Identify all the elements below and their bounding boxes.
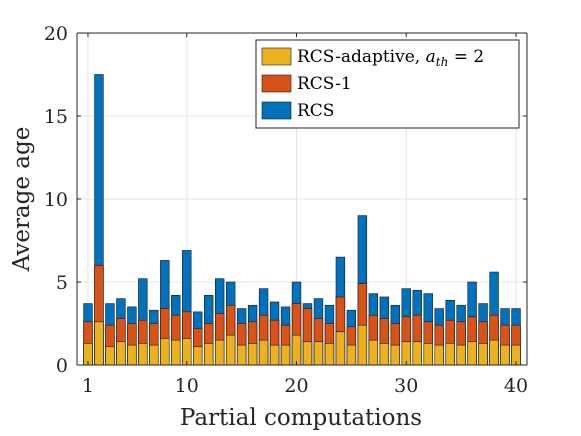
y-tick-label: 5 bbox=[56, 272, 68, 294]
bar-rcs-adaptive bbox=[379, 343, 390, 366]
legend-box bbox=[255, 39, 520, 129]
bar-rcs-adaptive bbox=[160, 338, 170, 366]
bar-rcs-adaptive bbox=[171, 339, 181, 366]
bar-rcs-adaptive bbox=[423, 343, 433, 366]
bar-rcs-adaptive bbox=[138, 343, 148, 366]
bar-rcs-adaptive bbox=[500, 344, 510, 366]
bar-rcs-adaptive bbox=[357, 324, 368, 366]
bar-rcs-adaptive bbox=[214, 339, 225, 366]
x-axis-label: Partial computations bbox=[180, 405, 422, 431]
bar-rcs-adaptive bbox=[313, 341, 324, 366]
bar-rcs-adaptive bbox=[302, 341, 313, 366]
bar-rcs-adaptive bbox=[94, 321, 104, 366]
bar-rcs-adaptive bbox=[116, 341, 126, 366]
x-tick-label: 20 bbox=[284, 375, 308, 397]
bar-rcs-adaptive bbox=[346, 344, 357, 366]
bar-rcs-adaptive bbox=[335, 331, 346, 366]
bar-rcs-adaptive bbox=[127, 344, 137, 366]
ticks: 1 10 20 30 40 0 5 10 15 20 bbox=[44, 23, 528, 397]
bars bbox=[83, 74, 521, 366]
legend-swatch bbox=[261, 47, 292, 66]
legend-swatch bbox=[261, 74, 292, 93]
legend-label: RCS-adaptive, ath = 2 bbox=[297, 47, 484, 69]
legend-label: RCS bbox=[297, 101, 334, 121]
bar-rcs-adaptive bbox=[258, 339, 269, 366]
x-tick-label: 40 bbox=[504, 375, 528, 397]
bar-rcs-adaptive bbox=[149, 344, 159, 366]
bar-rcs-adaptive bbox=[478, 343, 488, 366]
bar-rcs-adaptive bbox=[225, 334, 236, 366]
bar-rcs-adaptive bbox=[434, 344, 444, 366]
legend: RCS-adaptive, ath = 2 RCS-1 RCS bbox=[255, 39, 520, 129]
bar-rcs-adaptive bbox=[467, 341, 477, 366]
bar-rcs-adaptive bbox=[445, 343, 455, 366]
bar-rcs-adaptive bbox=[456, 344, 466, 366]
bar-rcs-adaptive bbox=[324, 343, 335, 366]
x-tick-label: 30 bbox=[394, 375, 418, 397]
bar-rcs-adaptive bbox=[204, 343, 214, 366]
bar-rcs-adaptive bbox=[193, 346, 203, 366]
y-axis-label: Average age bbox=[9, 127, 35, 273]
bar-rcs-adaptive bbox=[280, 344, 291, 366]
bar-rcs-adaptive bbox=[291, 334, 302, 366]
bar-rcs-adaptive bbox=[390, 344, 400, 366]
bar-rcs-adaptive bbox=[105, 346, 115, 366]
legend-swatch bbox=[261, 101, 292, 120]
x-tick-label: 10 bbox=[175, 375, 199, 397]
bar-rcs-adaptive bbox=[236, 344, 247, 366]
y-tick-label: 10 bbox=[44, 189, 68, 211]
bar-rcs-adaptive bbox=[368, 339, 379, 366]
legend-label: RCS-1 bbox=[297, 74, 352, 94]
y-tick-label: 20 bbox=[44, 23, 68, 45]
x-tick-label: 1 bbox=[82, 375, 94, 397]
bar-rcs-adaptive bbox=[489, 339, 499, 366]
y-tick-label: 15 bbox=[44, 106, 68, 128]
y-tick-label: 0 bbox=[56, 355, 68, 377]
bar-rcs-adaptive bbox=[247, 343, 258, 366]
bar-rcs-adaptive bbox=[412, 341, 422, 366]
bar-rcs-adaptive bbox=[269, 344, 280, 366]
